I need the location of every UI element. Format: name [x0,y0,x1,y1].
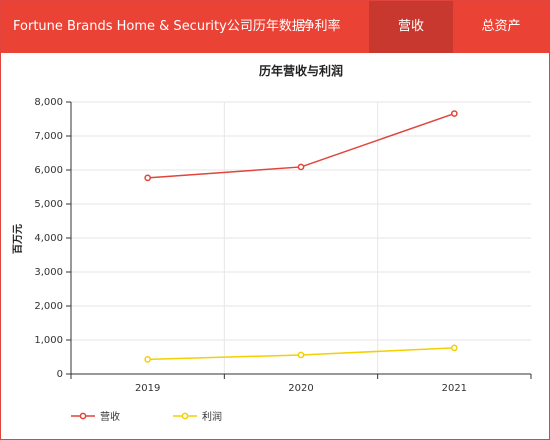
y-tick-label: 6,000 [34,165,63,176]
tab-revenue[interactable]: 营收 [369,1,453,53]
legend-label-profit: 利润 [202,410,222,423]
x-tick-label: 2020 [288,383,313,394]
y-tick-label: 5,000 [34,199,63,210]
data-point [144,356,152,363]
header-bar: Fortune Brands Home & Security公司历年数据 净利率… [1,1,549,53]
app-title: Fortune Brands Home & Security公司历年数据 [13,19,305,34]
x-tick-label: 2021 [442,383,467,394]
legend-label-revenue: 营收 [100,410,120,423]
y-tick-label: 1,000 [34,335,63,346]
data-point [144,174,152,182]
tab-net-margin[interactable]: 净利率 [301,19,341,34]
y-tick-label: 2,000 [34,301,63,312]
chart-title: 历年营收与利润 [259,63,343,78]
legend: 营收 利润 [71,410,222,423]
y-tick-label: 7,000 [34,131,63,142]
data-point [450,344,458,352]
y-axis-label: 百万元 [12,224,24,254]
x-tick-label: 2019 [135,383,160,394]
data-point [297,163,305,171]
y-tick-label: 0 [57,369,63,380]
plot-area: 0 1,000 2,000 3,000 4,000 5,000 6,000 7,000 8,00… [34,97,532,394]
y-tick-label: 4,000 [34,233,63,244]
legend-marker [79,412,87,420]
data-point [450,110,458,117]
legend-marker [181,412,189,420]
y-tick-label: 3,000 [34,267,63,278]
tab-total-assets[interactable]: 总资产 [481,19,521,34]
data-point [297,351,305,359]
revenue-profit-chart: 历年营收与利润 百万元 0 1,000 2,000 3,000 4,000 5,000 6,… [12,63,532,423]
y-tick-label: 8,000 [34,97,63,108]
